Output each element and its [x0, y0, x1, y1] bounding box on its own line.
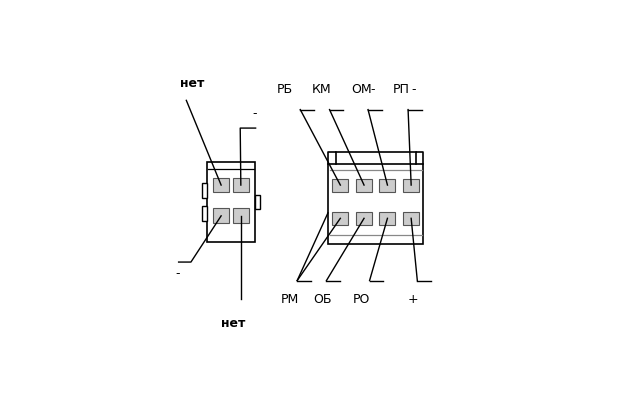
Bar: [380, 178, 396, 192]
Bar: [332, 212, 348, 225]
Bar: [233, 178, 249, 192]
Bar: [213, 208, 229, 223]
Text: РБ: РБ: [277, 83, 293, 96]
Text: -: -: [371, 83, 375, 96]
Bar: [356, 178, 372, 192]
Bar: [403, 178, 419, 192]
Bar: [213, 178, 229, 192]
Text: КМ: КМ: [312, 83, 332, 96]
Text: -: -: [175, 267, 180, 280]
Bar: [202, 183, 207, 198]
Text: -: -: [412, 83, 416, 96]
Bar: [207, 162, 255, 242]
Bar: [233, 208, 249, 223]
Text: РП: РП: [393, 83, 410, 96]
Text: РМ: РМ: [280, 293, 298, 306]
Bar: [255, 195, 260, 209]
Bar: [202, 206, 207, 221]
Bar: [356, 212, 372, 225]
Text: -: -: [253, 107, 257, 120]
Text: РО: РО: [353, 293, 370, 306]
Bar: [328, 164, 424, 244]
Bar: [403, 212, 419, 225]
Bar: [332, 178, 348, 192]
Text: ОМ: ОМ: [351, 83, 372, 96]
Text: нет: нет: [221, 316, 245, 330]
Bar: [380, 212, 396, 225]
Text: +: +: [408, 293, 419, 306]
Text: ОБ: ОБ: [313, 293, 332, 306]
Text: нет: нет: [180, 76, 204, 90]
